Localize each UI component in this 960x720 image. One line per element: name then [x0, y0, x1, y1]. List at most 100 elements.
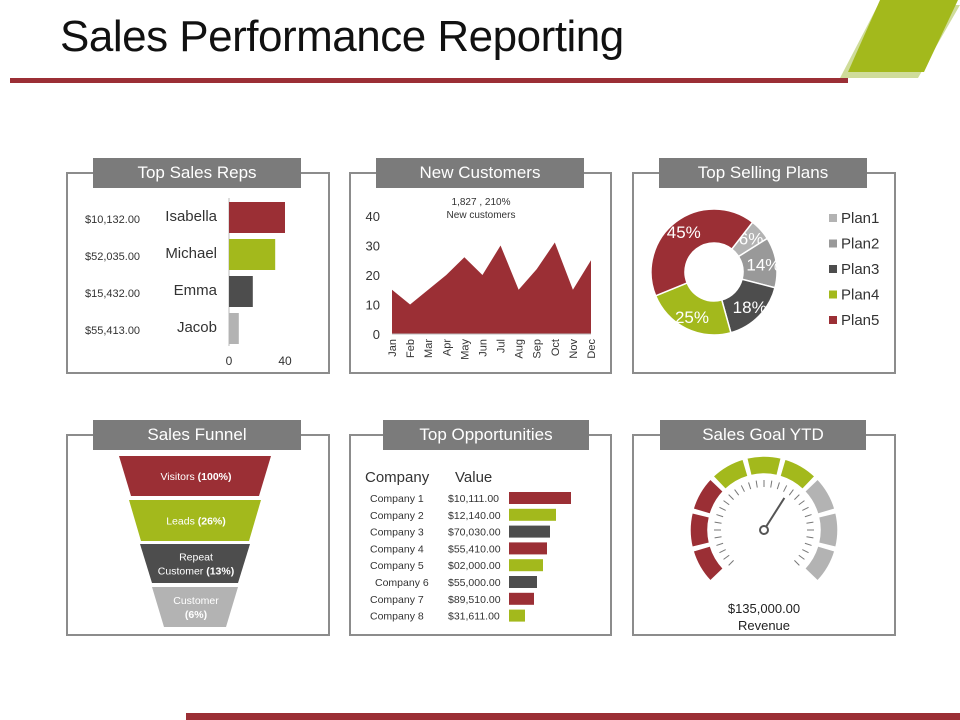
sales-goal-panel: $135,000.00 Revenue	[632, 434, 896, 636]
page-title: Sales Performance Reporting	[60, 12, 624, 61]
plans-value-label: 45%	[667, 223, 701, 242]
plans-legend-swatch	[829, 239, 837, 248]
gauge-tick	[806, 536, 814, 539]
sales-goal-gauge: $135,000.00 Revenue	[689, 455, 839, 633]
top-opportunities-tab: Top Opportunities	[383, 420, 589, 450]
opps-bar	[509, 576, 537, 588]
gauge-tick	[723, 500, 730, 506]
sales-funnel-chart: Visitors (100%) Leads (26%) Repeat Customer…	[119, 456, 271, 627]
customers-y-tick-label: 20	[366, 268, 380, 283]
gauge-tick	[770, 480, 773, 488]
opps-company-label: Company 3	[370, 527, 424, 539]
gauge-tick	[804, 514, 812, 518]
reps-amount-label: $52,035.00	[85, 251, 140, 263]
top-selling-plans-chart: 6% 14% 18% 25% 45% Plan1 Plan2 Plan3 Plan4 Plan5	[650, 208, 879, 336]
gauge-tick	[794, 494, 800, 500]
sales-goal-tab: Sales Goal YTD	[660, 420, 866, 450]
gauge-segment-9	[803, 544, 836, 583]
gauge-tick	[755, 480, 758, 488]
funnel-stage-pct: (6%)	[185, 609, 207, 621]
gauge-tick	[723, 554, 730, 560]
top-sales-reps-chart: Isabella $10,132.00 Michael $52,035.00 Emma $…	[85, 198, 407, 368]
new-customers-panel: 0 10 20 30 40 Jan Feb Mar Apr May Jun Jul Aug Sep Oct N…	[349, 172, 612, 374]
reps-amount-label: $10,132.00	[85, 214, 140, 226]
customers-y-tick-label: 10	[366, 298, 380, 313]
plans-value-label: 25%	[675, 308, 709, 327]
reps-x-tick-label: 0	[226, 354, 233, 368]
corner-decoration	[840, 0, 960, 78]
gauge-caption-label: Revenue	[738, 618, 790, 633]
customers-x-tick-label: Jan	[387, 339, 399, 357]
customers-y-tick-label: 40	[366, 209, 380, 224]
opps-company-label: Company 7	[370, 594, 424, 606]
gauge-tick	[714, 521, 722, 524]
opps-value-label: $31,611.00	[448, 611, 500, 623]
reps-name-label: Jacob	[177, 319, 217, 336]
new-customers-tab: New Customers	[376, 158, 584, 188]
opps-value-label: $70,030.00	[448, 527, 501, 539]
gauge-segment-7	[803, 477, 836, 516]
funnel-stage-label: Customer (13%)	[158, 566, 234, 578]
customers-x-tick-label: Feb	[405, 339, 417, 358]
gauge-tick	[734, 489, 740, 496]
customers-x-tick-label: Oct	[550, 339, 562, 356]
funnel-stage-3	[140, 544, 250, 583]
gauge-tick	[716, 514, 724, 518]
funnel-stage-4	[152, 587, 238, 627]
customers-annotation-line2: New customers	[447, 210, 516, 221]
reps-name-label: Isabella	[165, 208, 217, 225]
opps-header-company: Company	[365, 469, 430, 486]
reps-amount-label: $15,432.00	[85, 288, 140, 300]
opps-bar	[509, 542, 547, 555]
opps-bar	[509, 592, 534, 605]
gauge-segment-5	[745, 455, 783, 477]
plans-legend-label: Plan2	[841, 236, 879, 253]
gauge-tick	[740, 485, 745, 492]
plans-legend-label: Plan3	[841, 261, 879, 278]
gauge-tick	[802, 549, 809, 554]
gauge-segment-8	[817, 511, 839, 549]
top-opportunities-chart: Company Value Company 1 $10,111.00 Company 2…	[365, 469, 571, 623]
gauge-tick	[716, 542, 724, 546]
opps-value-label: $55,410.00	[448, 543, 501, 555]
reps-amount-label: $55,413.00	[85, 325, 140, 337]
gauge-tick	[728, 494, 734, 500]
gauge-segment-2	[689, 511, 711, 549]
opps-bar	[509, 492, 571, 504]
customers-y-tick-label: 0	[373, 327, 380, 342]
gauge-tick	[806, 521, 814, 524]
gauge-tick	[776, 482, 780, 490]
plans-legend-swatch	[829, 214, 837, 222]
top-opportunities-panel: Company Value Company 1 $10,111.00 Company 2…	[349, 434, 612, 636]
plans-legend-swatch	[829, 290, 837, 299]
title-underline	[10, 78, 848, 83]
customers-y-tick-label: 30	[366, 239, 380, 254]
customers-area	[392, 242, 591, 334]
plans-value-label: 18%	[733, 298, 767, 317]
gauge-segment-6	[778, 458, 817, 491]
reps-bar-emma	[229, 276, 253, 307]
gauge-segment-3	[692, 477, 725, 516]
opps-value-label: $12,140.00	[448, 510, 501, 522]
opps-value-label: $89,510.00	[448, 594, 501, 606]
gauge-tick	[798, 500, 805, 506]
sales-funnel-panel: Visitors (100%) Leads (26%) Repeat Customer…	[66, 434, 330, 636]
gauge-segment-4	[711, 458, 750, 491]
customers-x-tick-label: Mar	[423, 339, 435, 358]
plans-value-label: 14%	[746, 255, 780, 274]
gauge-tick	[804, 542, 812, 546]
top-sales-reps-tab: Top Sales Reps	[93, 158, 301, 188]
gauge-tick	[719, 549, 726, 554]
gauge-tick	[788, 489, 794, 496]
customers-annotation-line1: 1,827 , 210%	[452, 197, 511, 208]
opps-company-label: Company 5	[370, 560, 424, 572]
top-selling-plans-panel: 6% 14% 18% 25% 45% Plan1 Plan2 Plan3 Plan4 Plan5	[632, 172, 896, 374]
top-sales-reps-panel: Isabella $10,132.00 Michael $52,035.00 Emma $…	[66, 172, 407, 374]
plans-slice-plan5	[650, 208, 754, 297]
gauge-tick	[714, 536, 722, 539]
opps-bar	[509, 609, 525, 622]
reps-x-tick-label: 40	[278, 354, 292, 368]
plans-legend-swatch	[829, 316, 837, 324]
plans-legend-swatch	[829, 265, 837, 273]
customers-x-tick-label: Nov	[568, 339, 580, 359]
